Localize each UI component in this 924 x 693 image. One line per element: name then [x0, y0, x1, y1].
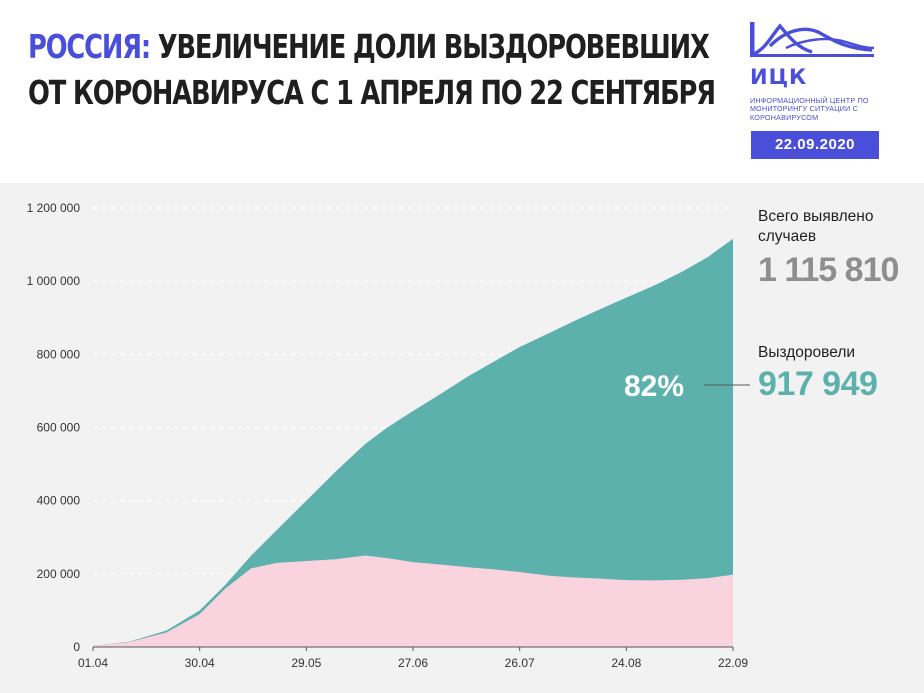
x-tick-label: 24.08 [611, 656, 641, 670]
icc-logo: ИЦК Информационный центр по мониторингу … [746, 18, 882, 122]
y-tick-label: 1 200 000 [27, 201, 81, 215]
title-accent: РОССИЯ: [28, 27, 151, 66]
recovered-label: Выздоровели [758, 344, 856, 361]
logo-subtitle: Информационный центр по мониторингу ситу… [750, 96, 869, 122]
x-tick-label: 29.05 [291, 656, 321, 670]
title-line-2: ОТ КОРОНАВИРУСА С 1 АПРЕЛЯ ПО 22 СЕНТЯБР… [28, 73, 716, 112]
recovered-stat: Выздоровели 917 949 [758, 343, 878, 404]
x-tick-label: 22.09 [718, 656, 748, 670]
x-tick-label: 01.04 [78, 656, 108, 670]
chart-panel: 0 200 000 400 000 600 000 800 000 1 000 000 1 … [0, 183, 924, 693]
recovered-share-label: 82% [624, 370, 684, 403]
logo-mountain-icon [750, 22, 875, 57]
date-badge: 22.09.2020 [751, 131, 879, 159]
recovered-value: 917 949 [758, 365, 878, 403]
y-tick-label: 1 000 000 [27, 274, 81, 288]
logo-name: ИЦК [750, 65, 808, 89]
y-tick-label: 200 000 [37, 567, 81, 581]
series-active-area [93, 555, 733, 647]
x-tick-label: 30.04 [185, 656, 215, 670]
y-tick-label: 400 000 [37, 494, 81, 508]
title-line-1-text: УВЕЛИЧЕНИЕ ДОЛИ ВЫЗДОРОВЕВШИХ [149, 27, 710, 66]
y-tick-label: 600 000 [37, 421, 81, 435]
total-label: Всего выявлено случаев [758, 208, 874, 245]
x-tick-label: 27.06 [398, 656, 428, 670]
area-chart: 0 200 000 400 000 600 000 800 000 1 000 000 1 … [27, 201, 750, 670]
total-value: 1 115 810 [758, 251, 899, 289]
y-tick-label: 0 [73, 640, 80, 654]
x-tick-label: 26.07 [505, 656, 535, 670]
title-line-1: РОССИЯ: УВЕЛИЧЕНИЕ ДОЛИ ВЫЗДОРОВЕВШИХ [28, 24, 715, 70]
total-stat: Всего выявлено случаев 1 115 810 [758, 207, 899, 290]
header: РОССИЯ: УВЕЛИЧЕНИЕ ДОЛИ ВЫЗДОРОВЕВШИХ ОТ… [0, 0, 924, 183]
y-tick-label: 800 000 [37, 347, 81, 361]
series-total-area [93, 238, 733, 648]
page-title: РОССИЯ: УВЕЛИЧЕНИЕ ДОЛИ ВЫЗДОРОВЕВШИХ ОТ… [28, 24, 716, 116]
